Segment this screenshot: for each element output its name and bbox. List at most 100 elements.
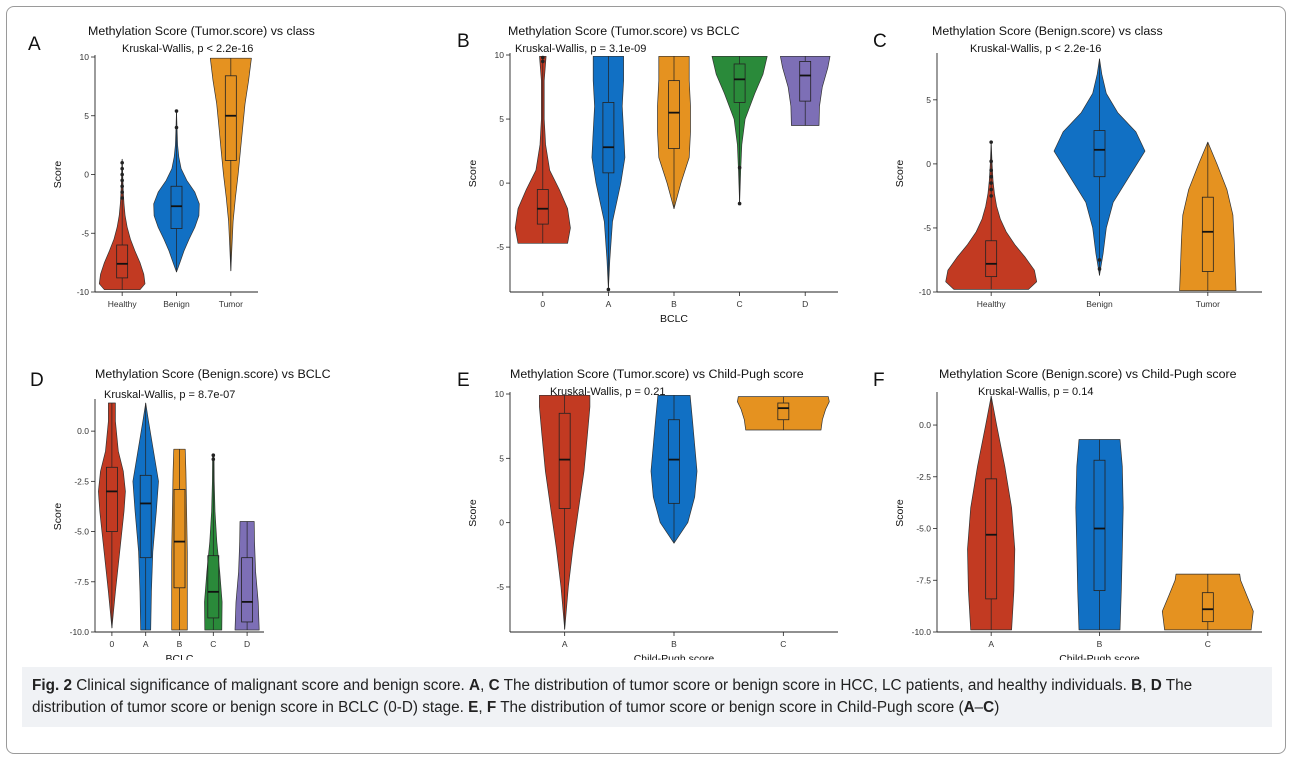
- panel-letter: B: [457, 31, 470, 52]
- x-tick-label: D: [244, 639, 250, 649]
- panel-letter: A: [28, 34, 41, 55]
- outlier-point: [120, 184, 124, 189]
- y-tick-label: -5.0: [74, 527, 89, 537]
- caption-sep: –: [974, 699, 984, 716]
- x-tick-label: Benign: [1086, 299, 1113, 309]
- x-tick-label: Benign: [163, 299, 190, 309]
- y-tick-label: 5: [499, 114, 504, 124]
- box-iqr: [985, 478, 998, 600]
- y-tick-label: 5: [926, 95, 931, 105]
- outlier-point: [541, 55, 545, 60]
- box-iqr: [173, 488, 186, 589]
- caption-sep: ,: [1142, 677, 1151, 694]
- kruskal-wallis-annotation: Kruskal-Wallis, p = 3.1e-09: [515, 43, 646, 55]
- violin-b: [171, 448, 188, 631]
- box-iqr: [116, 244, 129, 279]
- box-iqr: [106, 466, 118, 532]
- caption-text: ): [994, 699, 1000, 716]
- caption-ref-c2: C: [983, 699, 995, 716]
- y-tick-label: -5: [81, 228, 89, 238]
- y-tick-label: 0: [84, 170, 89, 180]
- caption-text: The distribution of tumor score or benig…: [32, 677, 1193, 716]
- y-tick-label: -7.5: [916, 575, 931, 585]
- x-tick-label: C: [210, 639, 216, 649]
- x-axis-label: BCLC: [165, 653, 193, 660]
- outlier-point: [120, 160, 124, 165]
- x-tick-label: B: [1097, 639, 1103, 649]
- x-tick-label: Healthy: [108, 299, 138, 309]
- y-tick-label: -10.0: [912, 627, 932, 637]
- caption-text: Clinical significance of malignant score…: [71, 677, 470, 694]
- violin-b: [1075, 439, 1124, 631]
- y-tick-label: -5.0: [916, 524, 931, 534]
- outlier-point: [989, 168, 993, 173]
- x-tick-label: 0: [110, 639, 115, 649]
- x-tick-label: Tumor: [1196, 299, 1220, 309]
- x-tick-label: B: [177, 639, 183, 649]
- caption-text: The distribution of tumor score or benig…: [496, 699, 964, 716]
- x-tick-label: A: [143, 639, 149, 649]
- box-iqr: [602, 102, 615, 174]
- box-iqr: [139, 474, 152, 559]
- caption-ref-f: F: [486, 699, 497, 716]
- outlier-point: [120, 166, 124, 171]
- box-iqr: [558, 412, 571, 509]
- violin-d: [234, 521, 260, 631]
- outlier-point: [989, 181, 993, 185]
- figure-caption: Fig. 2 Clinical significance of malignan…: [22, 667, 1272, 727]
- caption-ref-c: C: [488, 677, 500, 694]
- violin-benign: [1053, 58, 1146, 276]
- x-tick-label: C: [1205, 639, 1211, 649]
- panel-title: Methylation Score (Tumor.score) vs BCLC: [508, 24, 740, 38]
- outlier-point: [1097, 267, 1102, 271]
- outlier-point: [211, 453, 216, 458]
- y-tick-label: 5: [84, 111, 89, 121]
- panel-a: A Methylation Score (Tumor.score) vs clas…: [28, 24, 315, 309]
- outlier-point: [1097, 258, 1102, 262]
- y-tick-label: -10: [77, 287, 90, 297]
- kruskal-wallis-annotation: Kruskal-Wallis, p < 2.2e-16: [970, 43, 1101, 55]
- x-axis-label: Child-Pugh score: [634, 653, 715, 660]
- violin-a: [132, 402, 159, 631]
- violin-c: [737, 396, 830, 431]
- outlier-point: [737, 201, 742, 206]
- panel-title: Methylation Score (Benign.score) vs Chil…: [939, 367, 1237, 381]
- x-axis-label: BCLC: [660, 313, 688, 325]
- x-tick-label: A: [562, 639, 568, 649]
- panel-e: E Methylation Score (Tumor.score) vs Chil…: [457, 367, 838, 660]
- violin-a: [967, 395, 1016, 631]
- x-tick-label: B: [671, 639, 677, 649]
- panel-title: Methylation Score (Benign.score) vs BCLC: [95, 367, 331, 381]
- box-iqr: [733, 63, 746, 103]
- y-axis-label: Score: [894, 160, 906, 188]
- outlier-point: [120, 190, 124, 194]
- y-axis-label: Score: [467, 160, 479, 188]
- x-tick-label: 0: [540, 299, 545, 309]
- box-iqr: [799, 61, 812, 102]
- x-tick-label: B: [671, 299, 677, 309]
- figure-frame: [6, 6, 1286, 754]
- box-iqr: [224, 75, 237, 161]
- panel-d: D Methylation Score (Benign.score) vs BCL…: [30, 367, 331, 660]
- panel-title: Methylation Score (Benign.score) vs clas…: [932, 24, 1163, 38]
- outlier-point: [174, 125, 179, 130]
- y-axis-label: Score: [894, 499, 906, 527]
- caption-fig-label: Fig. 2: [32, 677, 72, 694]
- caption-ref-b: B: [1131, 677, 1143, 694]
- outlier-point: [989, 140, 993, 144]
- caption-sep: ,: [478, 699, 487, 716]
- y-tick-label: -5: [496, 582, 504, 592]
- outlier-point: [120, 172, 124, 177]
- kruskal-wallis-annotation: Kruskal-Wallis, p = 8.7e-07: [104, 389, 235, 401]
- panel-b: B Methylation Score (Tumor.score) vs BCLC…: [457, 24, 838, 325]
- violin-tumor: [1179, 141, 1237, 292]
- outlier-point: [989, 194, 993, 198]
- y-tick-label: -2.5: [916, 472, 931, 482]
- outlier-point: [989, 174, 993, 179]
- y-axis-label: Score: [467, 499, 479, 527]
- y-tick-label: 0: [499, 178, 504, 188]
- x-tick-label: Tumor: [219, 299, 243, 309]
- x-tick-label: A: [988, 639, 994, 649]
- y-tick-label: 0.0: [919, 420, 931, 430]
- y-tick-label: -10: [919, 287, 932, 297]
